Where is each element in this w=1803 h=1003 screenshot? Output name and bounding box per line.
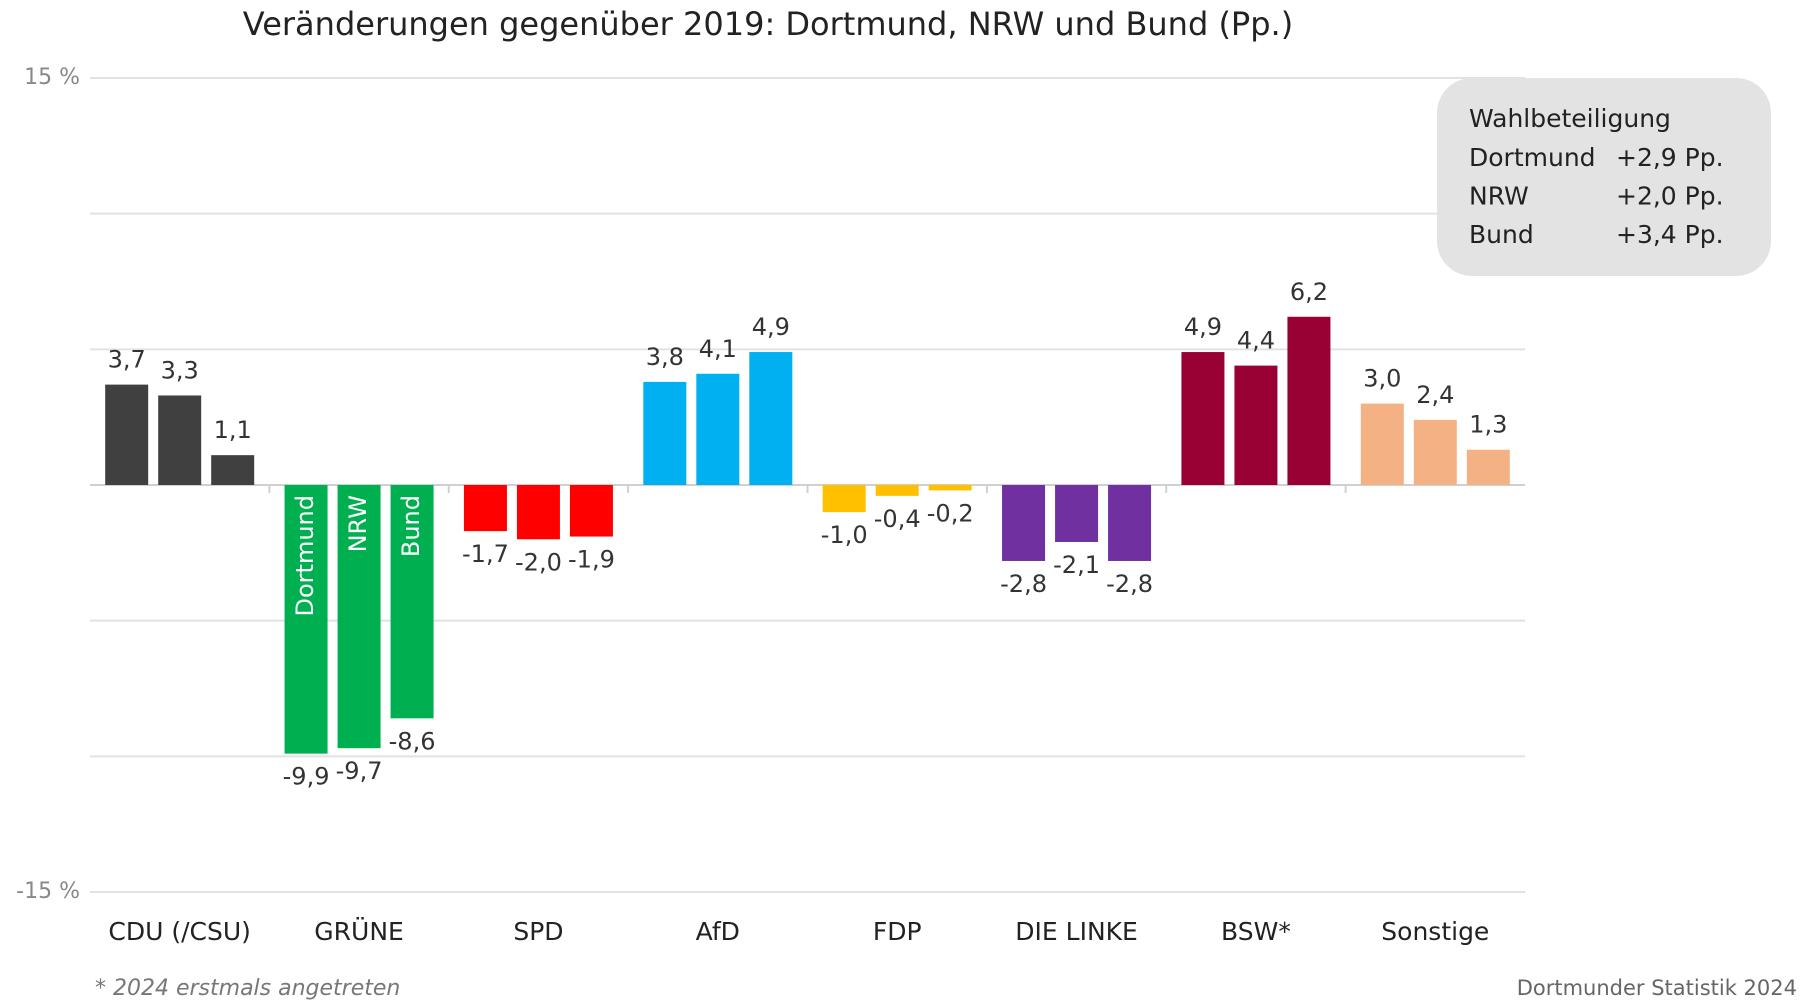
value-label: 3,0 (1363, 365, 1401, 393)
bar (875, 485, 919, 496)
value-label: -0,4 (874, 505, 921, 533)
annotation-title: Wahlbeteiligung (1469, 104, 1671, 133)
annotation-value: +3,4 Pp. (1616, 220, 1724, 249)
value-label: -8,6 (389, 727, 436, 755)
footnote: * 2024 erstmals angetreten (95, 976, 400, 1001)
value-label: -0,2 (927, 499, 974, 527)
bar (211, 455, 255, 485)
series-label: Bund (397, 495, 425, 557)
x-tick-label: AfD (696, 917, 740, 946)
bar (105, 384, 149, 485)
value-label: 2,4 (1416, 381, 1454, 409)
source: Dortmunder Statistik 2024 (1517, 976, 1797, 1000)
value-label: 1,3 (1469, 411, 1507, 439)
bar (1287, 316, 1331, 485)
chart-title: Veränderungen gegenüber 2019: Dortmund, … (243, 5, 1293, 43)
value-label: 3,7 (108, 346, 146, 374)
value-label: 6,2 (1290, 278, 1328, 306)
value-label: 4,4 (1237, 327, 1275, 355)
x-tick-label: DIE LINKE (1015, 917, 1138, 946)
x-tick-label: BSW* (1221, 917, 1291, 946)
bar (284, 485, 328, 754)
x-tick-label: GRÜNE (314, 917, 404, 946)
value-label: -9,9 (283, 763, 330, 791)
bar (1055, 485, 1099, 542)
bar (643, 381, 687, 485)
bar (1466, 449, 1510, 485)
annotation-box (1437, 78, 1771, 276)
x-tick-label: SPD (513, 917, 563, 946)
annotation-name: Dortmund (1469, 143, 1596, 172)
value-label: -1,7 (462, 540, 509, 568)
series-label: Dortmund (291, 495, 319, 616)
annotation-value: +2,0 Pp. (1616, 182, 1724, 211)
bar (569, 485, 613, 537)
bar (1108, 485, 1152, 561)
annotation-value: +2,9 Pp. (1616, 143, 1724, 172)
value-label: 4,9 (752, 313, 790, 341)
bar (337, 485, 381, 749)
value-label: -9,7 (336, 757, 383, 785)
y-tick-label: -15 % (16, 879, 80, 904)
bar (1181, 352, 1225, 485)
value-label: 3,8 (646, 343, 684, 371)
value-label: -1,0 (821, 521, 868, 549)
bar (516, 485, 560, 540)
bar (928, 485, 972, 491)
bar (1360, 403, 1404, 485)
value-label: 1,1 (214, 416, 252, 444)
value-label: -2,8 (1000, 570, 1047, 598)
annotation-name: Bund (1469, 220, 1534, 249)
x-tick-label: FDP (873, 917, 922, 946)
bar (1413, 419, 1457, 485)
x-tick-label: Sonstige (1381, 917, 1489, 946)
annotation-name: NRW (1469, 182, 1529, 211)
bar (1234, 365, 1278, 485)
bar (749, 352, 793, 485)
value-label: -1,9 (568, 546, 615, 574)
value-label: 3,3 (161, 356, 199, 384)
value-label: -2,1 (1053, 551, 1100, 579)
bar (696, 373, 740, 485)
x-tick-label: CDU (/CSU) (108, 917, 251, 946)
value-label: -2,8 (1106, 570, 1153, 598)
bar (158, 395, 202, 485)
y-tick-label: 15 % (24, 65, 80, 90)
series-label: NRW (344, 495, 372, 552)
bar (390, 485, 434, 719)
bar (1002, 485, 1046, 561)
value-label: 4,1 (699, 335, 737, 363)
value-label: 4,9 (1184, 313, 1222, 341)
bar (463, 485, 507, 532)
value-label: -2,0 (515, 548, 562, 576)
bar (822, 485, 866, 513)
